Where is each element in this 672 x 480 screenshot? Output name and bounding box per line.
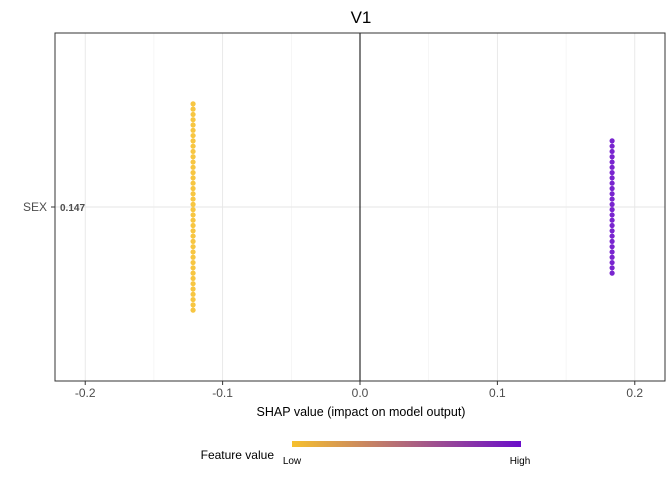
data-point-low	[190, 117, 196, 123]
data-point-low	[190, 164, 196, 170]
data-point-low	[190, 122, 196, 128]
data-point-low	[190, 281, 196, 287]
data-point-low	[190, 222, 196, 229]
data-point-low	[190, 302, 196, 308]
legend-low-label: Low	[283, 456, 302, 467]
data-point-high	[609, 207, 615, 213]
data-point-low	[190, 270, 196, 276]
data-point-low	[190, 207, 196, 213]
x-tick-label: 0.1	[489, 386, 506, 400]
data-point-low	[190, 191, 196, 197]
data-point-low	[190, 286, 196, 292]
data-point-high	[609, 196, 615, 202]
data-point-low	[190, 154, 196, 160]
data-point-high	[609, 175, 615, 181]
data-point-low	[190, 132, 196, 139]
data-point-low	[190, 196, 196, 202]
x-axis-title: SHAP value (impact on model output)	[257, 405, 466, 419]
x-tick-label: -0.1	[212, 386, 233, 400]
data-point-high	[609, 212, 615, 218]
data-point-high	[609, 270, 615, 276]
data-point-low	[190, 170, 196, 176]
data-point-high	[609, 164, 615, 170]
data-point-low	[190, 175, 196, 181]
data-point-high	[609, 201, 615, 207]
data-point-high	[609, 143, 615, 149]
data-point-high	[609, 233, 615, 239]
data-point-high	[609, 238, 615, 244]
data-point-high	[609, 217, 615, 223]
x-tick-label: -0.2	[75, 386, 96, 400]
x-tick-label: 0.2	[626, 386, 643, 400]
x-tick-label: 0.0	[352, 386, 369, 400]
legend-high-label: High	[510, 456, 531, 467]
data-point-low	[190, 254, 196, 260]
data-point-low	[190, 143, 196, 149]
legend-gradient-bar	[292, 441, 521, 447]
data-point-low	[190, 106, 196, 112]
plot-panel: -0.2 -0.1 0.0 0.1 0.2 SEX 0.147	[23, 32, 666, 400]
data-point-high	[609, 148, 615, 155]
category-label: SEX	[23, 200, 47, 214]
data-point-high	[609, 228, 615, 234]
data-point-low	[190, 259, 196, 266]
data-point-high	[609, 249, 615, 255]
data-point-low	[190, 217, 196, 223]
data-point-low	[190, 159, 196, 165]
data-point-high	[609, 244, 615, 250]
data-point-low	[190, 185, 196, 192]
data-point-high	[609, 185, 615, 192]
data-point-low	[190, 249, 196, 255]
data-point-low	[190, 101, 196, 107]
data-point-low	[190, 148, 196, 155]
data-point-high	[609, 170, 615, 176]
data-point-high	[609, 154, 615, 160]
data-point-high	[609, 191, 615, 197]
data-point-low	[190, 291, 196, 297]
color-legend: Feature value Low High	[201, 441, 531, 467]
data-point-low	[190, 307, 196, 313]
data-point-low	[190, 111, 196, 118]
data-point-low	[190, 238, 196, 244]
data-point-low	[190, 228, 196, 234]
data-point-low	[190, 244, 196, 250]
data-point-high	[609, 254, 615, 260]
data-point-high	[609, 265, 615, 271]
data-point-high	[609, 222, 615, 229]
data-point-low	[190, 127, 196, 133]
data-point-high	[609, 159, 615, 165]
data-point-low	[190, 180, 196, 186]
data-point-high	[609, 180, 615, 186]
data-point-low	[190, 212, 196, 218]
data-point-low	[190, 296, 196, 303]
chart-title: V1	[351, 8, 372, 27]
data-point-high	[609, 259, 615, 266]
data-point-low	[190, 275, 196, 282]
data-point-high	[609, 138, 615, 144]
data-point-low	[190, 138, 196, 144]
legend-title: Feature value	[201, 448, 275, 462]
data-point-low	[190, 201, 196, 207]
mean-shap-annotation: 0.147	[60, 203, 85, 214]
data-point-low	[190, 265, 196, 271]
data-point-low	[190, 233, 196, 239]
